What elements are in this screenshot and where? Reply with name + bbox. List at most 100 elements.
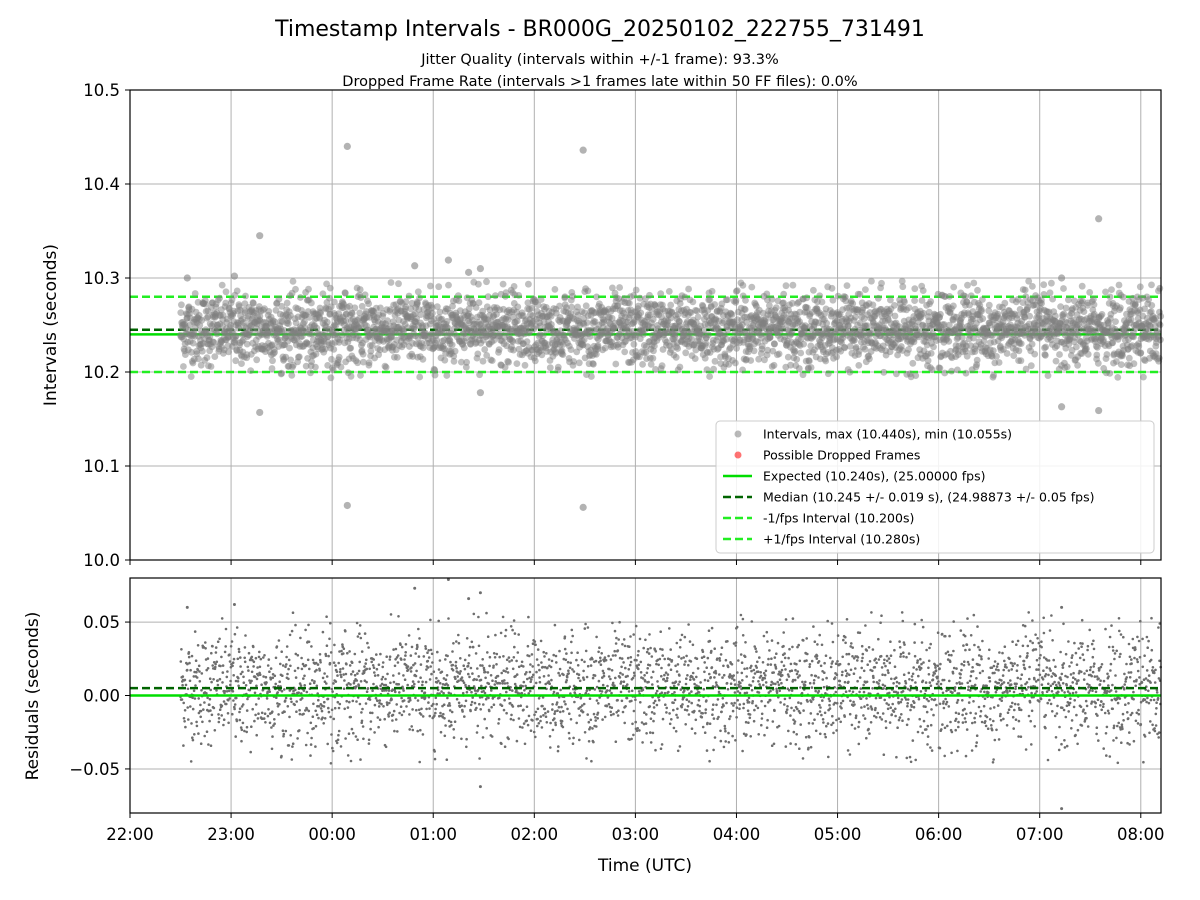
residual-point xyxy=(322,705,326,708)
residual-point xyxy=(328,637,331,641)
interval-point xyxy=(249,299,257,307)
residual-point xyxy=(206,667,210,670)
interval-point xyxy=(799,371,807,379)
residual-point xyxy=(247,651,251,655)
residual-point xyxy=(473,689,477,692)
residual-point xyxy=(285,655,288,659)
residual-point xyxy=(601,683,605,687)
residual-point xyxy=(266,664,270,667)
residual-point xyxy=(560,705,563,709)
residual-point xyxy=(378,699,382,702)
residual-point xyxy=(541,704,544,708)
interval-point xyxy=(941,369,949,377)
residual-point xyxy=(413,682,416,686)
interval-point xyxy=(971,348,979,355)
residual-point xyxy=(191,738,195,742)
interval-point xyxy=(419,355,427,363)
residual-point xyxy=(264,675,268,679)
residual-point xyxy=(591,657,594,661)
interval-point xyxy=(443,372,451,379)
residual-point xyxy=(204,641,207,644)
residual-point xyxy=(181,683,184,687)
residual-point xyxy=(469,709,472,713)
residual-point xyxy=(238,718,242,722)
interval-point xyxy=(415,306,423,313)
interval-point xyxy=(625,299,633,307)
residual-point xyxy=(599,656,602,660)
interval-point xyxy=(531,357,539,365)
residual-point xyxy=(588,697,592,700)
residual-point xyxy=(282,732,286,736)
residual-point xyxy=(539,715,543,718)
residual-point xyxy=(573,700,576,704)
residual-point xyxy=(538,668,541,672)
residual-point xyxy=(393,729,396,733)
residual-point xyxy=(317,716,320,720)
residual-point xyxy=(540,726,544,729)
residual-point xyxy=(258,650,261,654)
residual-point xyxy=(511,628,514,632)
residual-point xyxy=(337,733,340,737)
residual-point xyxy=(503,682,507,685)
interval-point xyxy=(970,279,978,287)
interval-point xyxy=(946,293,953,300)
residual-point xyxy=(359,680,363,683)
residual-point xyxy=(391,713,395,717)
residual-point xyxy=(529,680,532,684)
residual-point xyxy=(374,696,378,700)
interval-point xyxy=(583,319,591,326)
residual-point xyxy=(493,683,497,686)
residual-point xyxy=(564,658,568,662)
residual-point xyxy=(265,697,269,700)
residual-point xyxy=(335,670,339,673)
interval-point xyxy=(927,350,935,357)
residual-point xyxy=(497,717,501,721)
interval-point xyxy=(210,339,218,346)
residual-point xyxy=(342,647,346,650)
interval-point xyxy=(495,346,503,353)
residual-point xyxy=(602,671,606,675)
interval-point xyxy=(706,296,714,303)
residual-point xyxy=(225,675,229,679)
residual-point xyxy=(332,661,336,664)
interval-point xyxy=(559,351,567,358)
residual-point xyxy=(302,689,306,692)
residual-point xyxy=(604,658,608,662)
residual-point xyxy=(559,688,562,692)
residual-point xyxy=(309,743,313,746)
interval-point xyxy=(985,301,993,309)
residual-point xyxy=(245,725,249,729)
residual-point xyxy=(429,648,433,652)
residual-point xyxy=(519,704,522,707)
interval-point xyxy=(488,357,496,364)
residual-point xyxy=(602,674,606,678)
residual-point xyxy=(195,676,199,679)
residual-point xyxy=(457,701,461,705)
residual-point xyxy=(585,689,589,693)
interval-point xyxy=(454,292,462,300)
residual-point xyxy=(294,688,297,692)
residual-point xyxy=(594,719,597,722)
residual-point xyxy=(424,647,428,650)
interval-point xyxy=(552,349,560,357)
residual-point xyxy=(239,656,242,659)
interval-point xyxy=(326,284,334,292)
interval-point xyxy=(505,358,512,366)
residual-point xyxy=(480,684,483,688)
residual-point xyxy=(486,671,490,674)
residual-point xyxy=(363,632,367,635)
interval-point xyxy=(1063,363,1071,371)
residual-point xyxy=(512,619,516,622)
residual-point xyxy=(368,667,372,671)
residual-point xyxy=(410,725,414,728)
interval-point xyxy=(329,366,337,374)
legend-label-median: Median (10.245 +/- 0.019 s), (24.98873 +… xyxy=(763,490,1094,505)
residual-point xyxy=(571,742,575,745)
interval-point xyxy=(382,363,390,371)
interval-point xyxy=(484,293,492,301)
interval-point xyxy=(818,298,826,306)
residual-point xyxy=(591,727,594,730)
residual-point xyxy=(358,660,362,664)
residual-point xyxy=(417,708,421,712)
residual-point xyxy=(283,699,287,702)
